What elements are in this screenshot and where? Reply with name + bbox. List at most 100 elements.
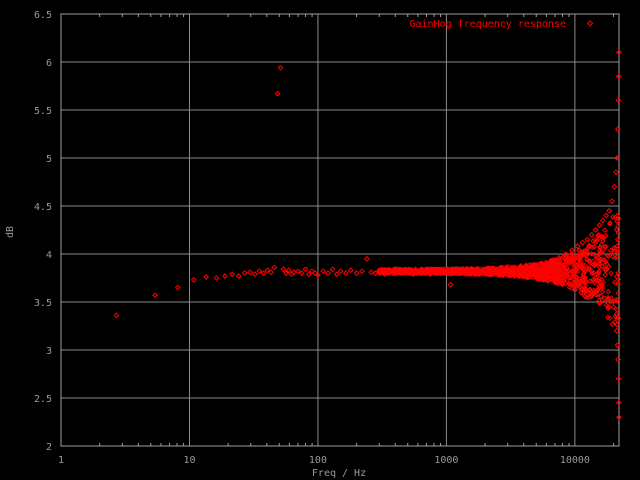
data-point	[551, 260, 558, 266]
data-point	[603, 302, 610, 308]
data-point	[447, 281, 454, 288]
data-point	[398, 267, 404, 273]
data-point	[582, 248, 588, 254]
data-point	[571, 266, 577, 272]
data-point	[615, 97, 622, 104]
data-point	[550, 260, 557, 267]
data-point	[443, 268, 449, 275]
data-point	[596, 222, 603, 229]
data-point	[584, 236, 591, 243]
data-point	[587, 260, 594, 266]
data-point	[447, 270, 454, 277]
data-point	[566, 284, 573, 290]
data-point	[585, 245, 592, 251]
data-point	[596, 297, 602, 303]
data-point	[539, 261, 545, 268]
data-point	[353, 270, 360, 277]
data-point	[592, 260, 599, 267]
y-tick-label: 3.5	[34, 298, 52, 309]
data-point	[537, 275, 543, 281]
data-point	[603, 244, 609, 250]
data-point	[569, 269, 575, 276]
data-point	[472, 268, 478, 274]
data-point	[556, 271, 562, 278]
data-point	[302, 266, 309, 273]
data-point	[539, 269, 545, 275]
data-point	[564, 270, 570, 276]
data-point	[320, 268, 327, 275]
data-point	[595, 232, 602, 238]
data-point	[592, 227, 599, 233]
data-point	[523, 263, 529, 269]
data-point	[610, 214, 616, 220]
data-point	[613, 327, 620, 334]
data-point	[571, 277, 577, 283]
data-point	[449, 267, 455, 273]
data-point	[544, 261, 550, 268]
data-point	[594, 287, 601, 294]
data-point	[615, 375, 622, 382]
data-point	[615, 315, 622, 321]
data-point	[611, 279, 618, 286]
data-point	[614, 126, 621, 133]
data-point	[607, 315, 613, 322]
data-point	[602, 266, 609, 272]
data-point	[542, 267, 548, 273]
data-point	[498, 268, 504, 274]
data-point	[595, 233, 601, 239]
data-point	[494, 269, 501, 276]
y-tick-label: 3	[46, 346, 52, 357]
data-point	[615, 49, 622, 56]
data-point	[277, 64, 284, 71]
data-point	[525, 271, 531, 277]
data-point	[608, 270, 614, 277]
data-point	[347, 267, 354, 274]
data-point	[605, 295, 611, 301]
data-point	[597, 250, 603, 256]
data-point	[523, 262, 529, 268]
data-point	[241, 270, 248, 277]
data-point	[584, 257, 590, 263]
data-point	[573, 282, 579, 289]
data-point	[576, 247, 583, 254]
x-tick-label: 10	[183, 455, 195, 466]
data-point	[264, 267, 271, 274]
data-point	[385, 268, 391, 274]
y-tick-label: 6.5	[34, 10, 52, 21]
data-point	[256, 268, 263, 275]
data-point	[615, 248, 621, 255]
data-point	[586, 265, 593, 271]
data-point	[312, 270, 318, 277]
data-point	[593, 271, 599, 278]
data-point	[298, 270, 305, 277]
data-point	[545, 261, 551, 268]
data-point	[417, 268, 423, 274]
data-point	[587, 286, 593, 292]
data-point	[368, 269, 375, 276]
data-point	[422, 269, 428, 275]
data-point	[613, 226, 620, 233]
data-point	[409, 267, 415, 273]
data-point	[613, 169, 619, 176]
data-point	[305, 271, 312, 278]
data-point	[560, 254, 566, 260]
data-point	[616, 414, 622, 421]
data-point	[600, 238, 606, 244]
data-point	[564, 271, 571, 278]
data-point	[602, 272, 608, 278]
data-point	[174, 284, 181, 291]
y-tick-label: 2.5	[34, 394, 52, 405]
data-point	[441, 270, 447, 276]
data-point	[487, 270, 493, 277]
legend-marker-icon	[586, 20, 594, 27]
data-point	[578, 258, 584, 265]
data-point	[502, 265, 508, 272]
data-point	[247, 269, 253, 276]
data-point	[439, 270, 446, 276]
data-point	[309, 268, 315, 275]
data-point	[577, 284, 583, 290]
data-point	[509, 264, 515, 270]
data-point	[615, 399, 622, 406]
data-point	[582, 274, 588, 281]
data-point	[507, 270, 514, 276]
